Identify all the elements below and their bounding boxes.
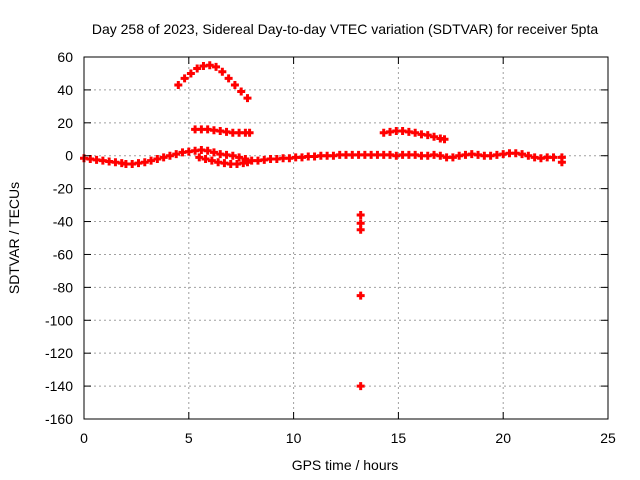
data-point	[237, 87, 246, 96]
y-tick-label: 0	[65, 148, 73, 164]
data-point	[436, 151, 445, 160]
x-tick-label: 20	[495, 430, 511, 446]
data-point	[356, 382, 365, 391]
data-point	[228, 151, 237, 160]
data-point	[218, 67, 227, 76]
data-point	[207, 156, 216, 165]
data-point	[209, 148, 218, 157]
data-point	[243, 158, 252, 167]
y-tick-label: -100	[45, 312, 73, 328]
y-tick-label: -40	[53, 214, 73, 230]
data-point	[224, 74, 233, 83]
y-tick-label: 40	[57, 82, 73, 98]
data-series	[191, 125, 254, 137]
y-tick-label: -80	[53, 279, 73, 295]
data-point	[549, 153, 558, 162]
y-axis-label: SDTVAR / TECUs	[6, 182, 22, 294]
data-point	[230, 80, 239, 89]
data-point	[203, 146, 212, 155]
data-point	[180, 74, 189, 83]
data-point	[423, 131, 432, 140]
data-point	[205, 61, 214, 70]
data-point	[140, 158, 149, 167]
data-point	[235, 153, 244, 162]
data-point	[172, 150, 181, 159]
data-point	[212, 62, 221, 71]
data-point	[518, 150, 527, 159]
y-tick-label: -60	[53, 246, 73, 262]
data-point	[147, 156, 156, 165]
data-point	[159, 153, 168, 162]
data-series	[195, 153, 252, 168]
x-tick-label: 5	[185, 430, 193, 446]
data-point	[201, 155, 210, 164]
data-point	[195, 153, 204, 162]
data-point	[153, 155, 162, 164]
axis-ticks: 0 5 10 15 20 25 -160 -140 -120 -100 -80 -60 -40 -20 0 2…	[45, 49, 616, 446]
data-point	[557, 158, 566, 167]
y-tick-label: 20	[57, 115, 73, 131]
chart-title: Day 258 of 2023, Sidereal Day-to-day VTE…	[92, 21, 599, 37]
data-point	[448, 153, 457, 162]
data-point	[440, 135, 449, 144]
data-point	[165, 151, 174, 160]
data-series	[174, 61, 252, 103]
x-tick-label: 15	[391, 430, 407, 446]
data-point	[356, 291, 365, 300]
y-tick-label: -140	[45, 378, 73, 394]
y-tick-label: 60	[57, 49, 73, 65]
x-tick-label: 0	[80, 430, 88, 446]
data-point	[174, 80, 183, 89]
x-tick-label: 25	[600, 430, 616, 446]
y-tick-label: -20	[53, 181, 73, 197]
y-tick-label: -160	[45, 411, 73, 427]
data-point	[356, 225, 365, 234]
plot-frame	[83, 56, 609, 420]
data-point	[524, 151, 533, 160]
data-point	[243, 94, 252, 103]
data-point	[186, 69, 195, 78]
data-series	[356, 158, 566, 391]
data-point	[411, 128, 420, 137]
data-series	[379, 127, 449, 144]
data-point	[356, 210, 365, 219]
data-point	[430, 132, 439, 141]
data-point	[245, 128, 254, 137]
data-point	[193, 64, 202, 73]
y-tick-label: -120	[45, 345, 73, 361]
x-axis-label: GPS time / hours	[292, 457, 399, 473]
x-tick-label: 10	[286, 430, 302, 446]
